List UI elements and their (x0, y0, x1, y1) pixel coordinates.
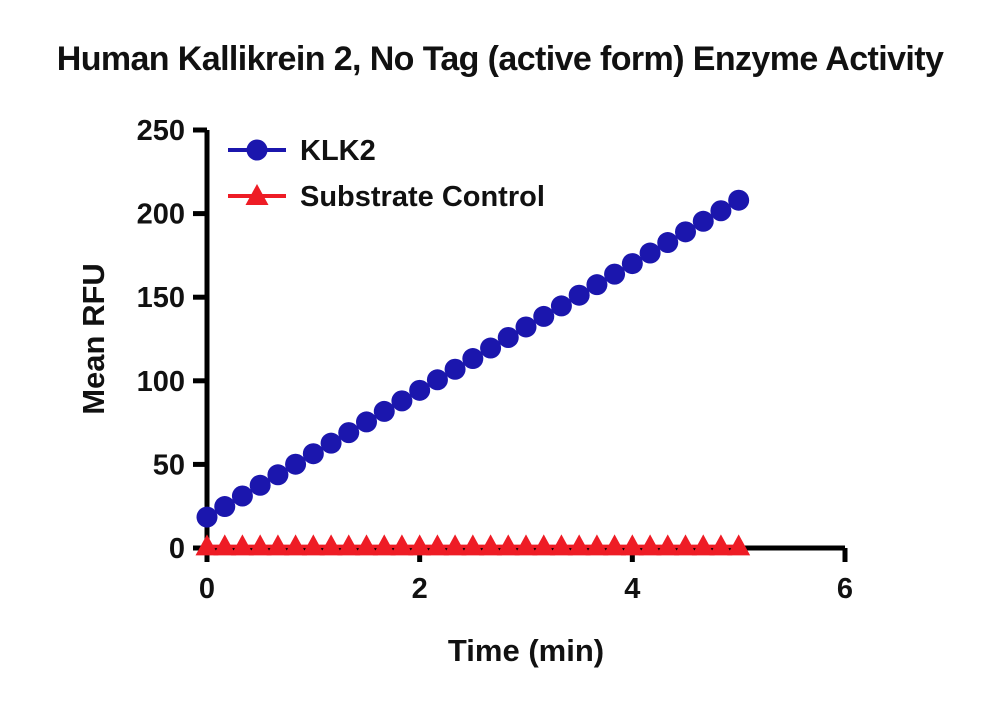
data-point-substrate-control (408, 534, 432, 556)
data-point-klk2 (444, 358, 466, 380)
data-point-klk2 (302, 443, 324, 465)
data-point-substrate-control (532, 534, 556, 556)
data-point-klk2 (639, 242, 661, 264)
data-point-klk2 (426, 369, 448, 391)
data-point-substrate-control (301, 534, 325, 556)
data-point-klk2 (320, 432, 342, 454)
data-point-substrate-control (372, 534, 396, 556)
legend-marker-circle (246, 139, 268, 161)
data-point-klk2 (497, 326, 519, 348)
data-point-klk2 (338, 422, 360, 444)
data-point-klk2 (533, 305, 555, 327)
legend-label-substrate-control: Substrate Control (300, 181, 545, 213)
series-klk2 (196, 189, 750, 528)
legend-label-klk2: KLK2 (300, 135, 376, 167)
data-point-klk2 (657, 232, 679, 254)
legend-marker-triangle (245, 184, 269, 205)
data-point-klk2 (568, 284, 590, 306)
series-layer (195, 189, 751, 556)
data-point-klk2 (728, 189, 750, 211)
data-point-substrate-control (620, 534, 644, 556)
series-substrate-control (195, 534, 751, 556)
data-point-substrate-control (461, 534, 485, 556)
y-tick-label: 100 (137, 366, 185, 398)
data-point-substrate-control (319, 534, 343, 556)
data-point-klk2 (710, 200, 732, 222)
data-point-substrate-control (266, 534, 290, 556)
data-point-klk2 (249, 474, 271, 496)
x-tick-label: 6 (837, 573, 853, 605)
data-point-substrate-control (514, 534, 538, 556)
data-point-klk2 (409, 379, 431, 401)
data-point-substrate-control (585, 534, 609, 556)
data-point-substrate-control (674, 534, 697, 556)
data-point-klk2 (391, 390, 413, 412)
data-point-substrate-control (479, 534, 503, 556)
data-point-klk2 (373, 400, 395, 422)
data-point-substrate-control (709, 534, 733, 556)
data-point-substrate-control (691, 534, 715, 556)
data-point-klk2 (196, 506, 218, 528)
data-point-klk2 (356, 411, 377, 433)
data-point-substrate-control (248, 534, 272, 556)
data-point-klk2 (462, 348, 484, 370)
y-axis-title: Mean RFU (76, 263, 111, 415)
data-point-klk2 (480, 337, 502, 359)
data-point-substrate-control (230, 534, 254, 556)
legend-entry-klk2: KLK2 (228, 135, 376, 167)
data-point-klk2 (692, 210, 714, 232)
data-point-klk2 (231, 485, 253, 507)
x-tick-label: 0 (199, 573, 215, 605)
legend: KLK2 Substrate Control (228, 135, 545, 213)
data-point-substrate-control (390, 534, 414, 556)
data-point-substrate-control (443, 534, 467, 556)
data-point-klk2 (214, 496, 236, 518)
data-point-substrate-control (337, 534, 361, 556)
data-point-substrate-control (603, 534, 627, 556)
data-point-klk2 (586, 274, 608, 296)
data-point-substrate-control (496, 534, 520, 556)
data-point-klk2 (267, 464, 289, 486)
legend-entry-substrate-control: Substrate Control (228, 181, 545, 213)
y-tick-label: 0 (169, 533, 185, 565)
data-point-substrate-control (638, 534, 662, 556)
data-point-substrate-control (355, 534, 378, 556)
y-tick-label: 250 (137, 115, 185, 147)
data-point-klk2 (604, 263, 626, 285)
data-point-klk2 (550, 295, 572, 317)
x-tick-label: 4 (624, 573, 640, 605)
y-tick-label: 50 (153, 449, 185, 481)
y-tick-label: 150 (137, 282, 185, 314)
y-tick-label: 200 (137, 199, 185, 231)
data-point-klk2 (621, 253, 643, 275)
data-point-substrate-control (425, 534, 449, 556)
chart-title: Human Kallikrein 2, No Tag (active form)… (57, 40, 944, 78)
data-point-substrate-control (727, 534, 751, 556)
data-point-klk2 (285, 453, 307, 475)
data-point-substrate-control (567, 534, 591, 556)
data-point-substrate-control (284, 534, 308, 556)
data-point-klk2 (675, 221, 696, 243)
data-point-substrate-control (195, 534, 219, 556)
x-tick-label: 2 (412, 573, 428, 605)
data-point-klk2 (515, 316, 537, 338)
x-axis-title: Time (min) (448, 633, 604, 668)
data-point-substrate-control (549, 534, 573, 556)
data-point-substrate-control (213, 534, 237, 556)
data-point-substrate-control (656, 534, 680, 556)
